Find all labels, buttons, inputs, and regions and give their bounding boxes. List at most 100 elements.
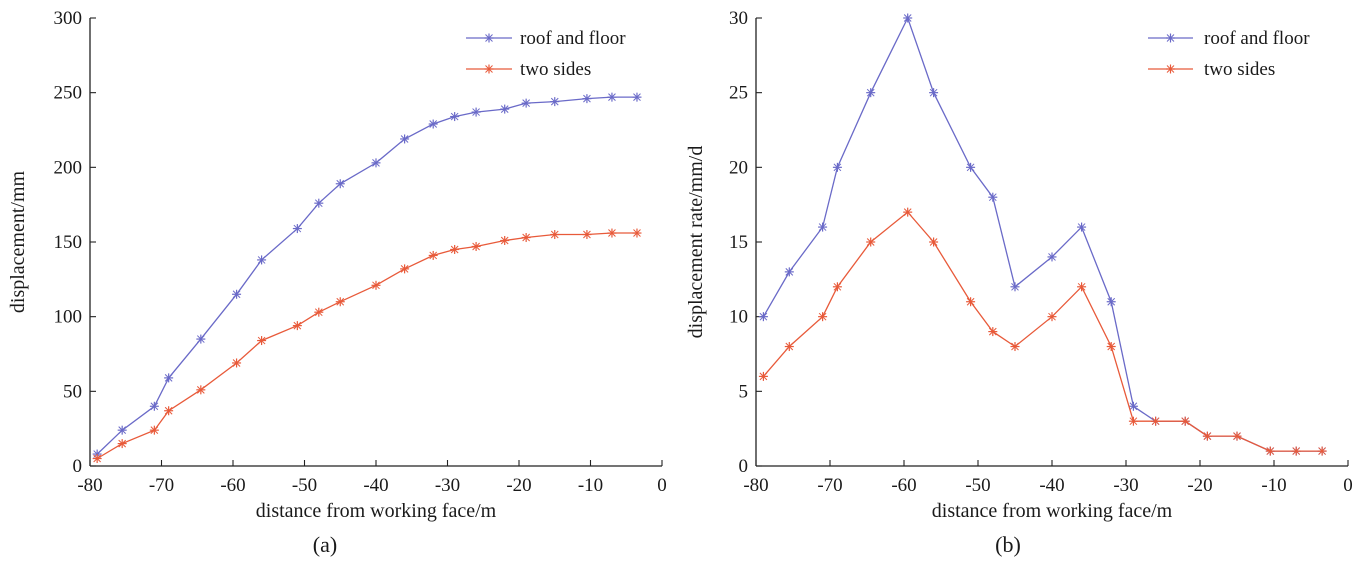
y-tick-label: 5 xyxy=(739,381,749,402)
data-point xyxy=(257,255,267,265)
data-point xyxy=(232,358,242,368)
data-point xyxy=(450,112,460,122)
data-point xyxy=(371,280,381,290)
y-tick-label: 250 xyxy=(54,83,83,104)
y-tick-label: 15 xyxy=(729,232,748,253)
data-point xyxy=(164,406,174,416)
y-tick-label: 0 xyxy=(739,456,749,477)
data-point xyxy=(1010,342,1020,352)
data-point xyxy=(471,107,481,117)
x-tick-label: -30 xyxy=(435,475,460,496)
data-point xyxy=(500,104,510,114)
data-point xyxy=(164,373,174,383)
data-point xyxy=(1047,312,1057,322)
data-point xyxy=(632,228,642,238)
data-point xyxy=(500,236,510,246)
data-point xyxy=(966,162,976,172)
data-point xyxy=(758,371,768,381)
data-point xyxy=(903,13,913,23)
x-tick-label: -70 xyxy=(817,475,842,496)
data-point xyxy=(966,297,976,307)
data-point xyxy=(196,385,206,395)
data-point xyxy=(471,241,481,251)
x-tick-label: 0 xyxy=(1343,475,1353,496)
y-tick-label: 20 xyxy=(729,157,748,178)
data-point xyxy=(1077,282,1087,292)
series-line xyxy=(762,211,1323,452)
data-point xyxy=(1180,416,1190,426)
data-point xyxy=(550,230,560,240)
x-tick-label: -60 xyxy=(891,475,916,496)
x-tick-label: -10 xyxy=(1261,475,1286,496)
y-tick-label: 30 xyxy=(729,8,748,29)
x-axis-label: distance from working face/m xyxy=(932,500,1173,522)
data-point xyxy=(314,198,324,208)
series-roof-and-floor xyxy=(92,92,642,459)
data-point xyxy=(818,312,828,322)
data-point xyxy=(582,230,592,240)
x-tick-label: -10 xyxy=(578,475,603,496)
data-point xyxy=(1106,342,1116,352)
legend-label: roof and floor xyxy=(1204,28,1310,49)
series-line xyxy=(762,16,1323,452)
data-point xyxy=(521,233,531,243)
x-tick-label: -40 xyxy=(1039,475,1064,496)
legend-marker xyxy=(484,33,494,43)
panel-caption: (b) xyxy=(995,532,1021,557)
data-point xyxy=(400,264,410,274)
data-point xyxy=(450,244,460,254)
legend-marker xyxy=(1166,33,1175,43)
legend-entry: two sides xyxy=(466,59,591,80)
legend-label: two sides xyxy=(520,59,591,80)
series-two-sides xyxy=(758,207,1327,456)
x-tick-label: -30 xyxy=(1113,475,1138,496)
data-point xyxy=(1077,222,1087,232)
data-point xyxy=(232,289,242,299)
data-point xyxy=(400,134,410,144)
data-point xyxy=(428,119,438,129)
data-point xyxy=(149,425,159,435)
y-tick-label: 100 xyxy=(54,307,83,328)
y-tick-label: 25 xyxy=(729,83,748,104)
data-point xyxy=(1106,297,1116,307)
data-point xyxy=(149,401,159,411)
data-point xyxy=(1232,431,1242,441)
x-tick-label: -50 xyxy=(965,475,990,496)
y-tick-label: 50 xyxy=(63,381,82,402)
data-point xyxy=(784,342,794,352)
x-tick-label: -40 xyxy=(363,475,388,496)
series-line xyxy=(96,96,637,455)
x-tick-label: -20 xyxy=(506,475,531,496)
legend-entry: roof and floor xyxy=(466,28,626,49)
legend-entry: roof and floor xyxy=(1148,28,1310,49)
data-point xyxy=(784,267,794,277)
data-point xyxy=(1317,446,1327,456)
y-axis-label: displacement rate/mm/d xyxy=(685,146,707,339)
data-point xyxy=(292,321,302,331)
y-tick-label: 200 xyxy=(54,157,83,178)
data-point xyxy=(314,307,324,317)
data-point xyxy=(929,88,939,98)
y-axis-label: displacement/mm xyxy=(7,170,29,313)
x-tick-label: -70 xyxy=(149,475,174,496)
data-point xyxy=(866,88,876,98)
panel-b: -80 -70 -60 -50 -40 -30 -20 -10 0 0 5 10 15 20 25 30 dis… xyxy=(685,8,1353,557)
data-point xyxy=(818,222,828,232)
data-point xyxy=(92,454,102,464)
data-point xyxy=(866,237,876,247)
data-point xyxy=(335,179,345,189)
data-point xyxy=(1010,282,1020,292)
y-tick-label: 300 xyxy=(54,8,83,29)
legend-marker xyxy=(484,64,494,74)
data-point xyxy=(428,250,438,260)
data-point xyxy=(632,92,642,102)
data-point xyxy=(521,98,531,108)
series-line xyxy=(96,232,637,460)
x-axis-label: distance from working face/m xyxy=(256,500,497,522)
x-tick-label: -20 xyxy=(1187,475,1212,496)
panel-a: -80 -70 -60 -50 -40 -30 -20 -10 0 0 50 100 150 200 250… xyxy=(7,8,667,557)
panel-caption: (a) xyxy=(313,532,337,557)
data-point xyxy=(1291,446,1301,456)
data-point xyxy=(1265,446,1275,456)
